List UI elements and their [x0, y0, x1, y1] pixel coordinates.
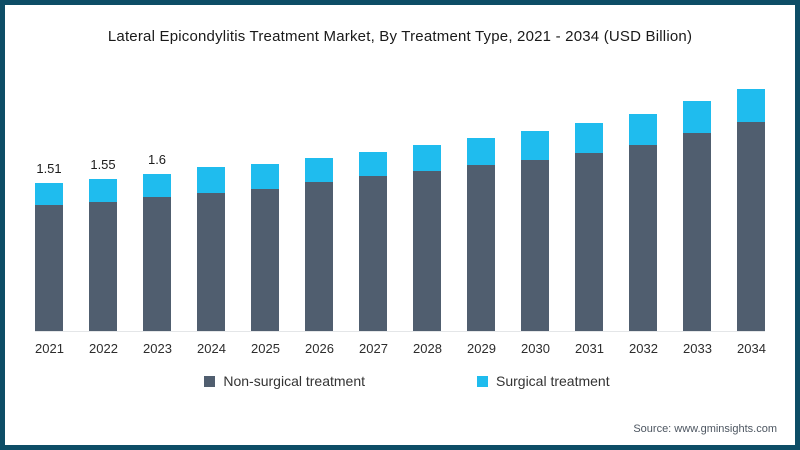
bar-segment-surgical-treatment-2024 [197, 167, 225, 193]
x-axis-label-2026: 2026 [305, 341, 334, 356]
legend-item-surgical-treatment: Surgical treatment [477, 373, 610, 389]
bar-group-2030 [521, 131, 549, 331]
x-axis-label-2032: 2032 [629, 341, 658, 356]
x-axis-label-2031: 2031 [575, 341, 604, 356]
x-axis-label-2025: 2025 [251, 341, 280, 356]
x-axis-label-2024: 2024 [197, 341, 226, 356]
legend-marker-surgical-treatment [477, 375, 488, 387]
bar-segment-surgical-treatment-2027 [359, 151, 387, 177]
x-axis-label-2028: 2028 [413, 341, 442, 356]
x-axis-label-2029: 2029 [467, 341, 496, 356]
bar-group-2022: 1.55 [89, 157, 117, 331]
x-axis-label-2021: 2021 [35, 341, 64, 356]
bar-value-label-2022: 1.55 [90, 157, 116, 173]
bar-segment-surgical-treatment-2028 [413, 144, 441, 172]
source-text: Source: www.gminsights.com [633, 423, 777, 435]
x-axis-label-2027: 2027 [359, 341, 388, 356]
bar-segment-non-surgical-treatment-2030 [521, 159, 549, 331]
bar-segment-non-surgical-treatment-2025 [251, 188, 279, 331]
bar-value-label-2021: 1.51 [36, 161, 62, 177]
bar-segment-surgical-treatment-2022 [89, 179, 117, 202]
bar-segment-surgical-treatment-2033 [683, 100, 711, 133]
bar-segment-non-surgical-treatment-2021 [35, 204, 63, 331]
bar-segment-surgical-treatment-2031 [575, 123, 603, 153]
bar-segment-non-surgical-treatment-2026 [305, 182, 333, 331]
bar-group-2033 [683, 100, 711, 331]
bar-segment-non-surgical-treatment-2029 [467, 165, 495, 331]
bar-segment-non-surgical-treatment-2023 [143, 196, 171, 331]
legend-label-non-surgical-treatment: Non-surgical treatment [223, 373, 365, 389]
chart-title: Lateral Epicondylitis Treatment Market, … [107, 28, 693, 45]
bar-segment-non-surgical-treatment-2024 [197, 192, 225, 331]
legend-item-non-surgical-treatment: Non-surgical treatment [204, 373, 365, 389]
bar-group-2023: 1.6 [143, 152, 171, 331]
bar-segment-non-surgical-treatment-2033 [683, 133, 711, 331]
bar-segment-non-surgical-treatment-2028 [413, 171, 441, 331]
bar-group-2026 [305, 157, 333, 331]
x-axis-label-2022: 2022 [89, 341, 118, 356]
bar-group-2034 [737, 89, 765, 331]
bar-segment-non-surgical-treatment-2032 [629, 144, 657, 331]
bar-group-2021: 1.51 [35, 161, 63, 331]
x-axis-label-2033: 2033 [683, 341, 712, 356]
bar-group-2024 [197, 167, 225, 331]
bar-segment-surgical-treatment-2034 [737, 89, 765, 123]
plot-area: 1.51 1.55 1.6 [35, 79, 765, 332]
bar-segment-non-surgical-treatment-2031 [575, 152, 603, 331]
bar-segment-surgical-treatment-2023 [143, 174, 171, 197]
legend-marker-non-surgical-treatment [204, 375, 216, 387]
x-axis-label-2034: 2034 [737, 341, 766, 356]
bar-group-2025 [251, 164, 279, 331]
bar-segment-surgical-treatment-2032 [629, 114, 657, 145]
bar-segment-surgical-treatment-2021 [35, 183, 63, 205]
bar-segment-non-surgical-treatment-2027 [359, 176, 387, 331]
bar-value-label-2023: 1.6 [147, 152, 167, 168]
bar-segment-surgical-treatment-2026 [305, 157, 333, 182]
bar-segment-surgical-treatment-2030 [521, 131, 549, 160]
bar-group-2027 [359, 151, 387, 331]
bar-group-2029 [467, 138, 495, 331]
bar-segment-non-surgical-treatment-2034 [737, 122, 765, 331]
x-axis-labels: 2021 2022 2023 2024 2025 2026 2027 2028 2029 2030… [35, 341, 766, 356]
legend: Non-surgical treatment Surgical treatment [19, 373, 795, 389]
bar-segment-surgical-treatment-2029 [467, 138, 495, 166]
bar-segment-surgical-treatment-2025 [251, 164, 279, 189]
bar-group-2028 [413, 144, 441, 331]
bar-segment-non-surgical-treatment-2022 [89, 201, 117, 331]
legend-label-surgical-treatment: Surgical treatment [496, 373, 610, 389]
x-axis-label-2023: 2023 [143, 341, 172, 356]
bar-group-2031 [575, 123, 603, 331]
bar-group-2032 [629, 114, 657, 331]
x-axis-label-2030: 2030 [521, 341, 550, 356]
